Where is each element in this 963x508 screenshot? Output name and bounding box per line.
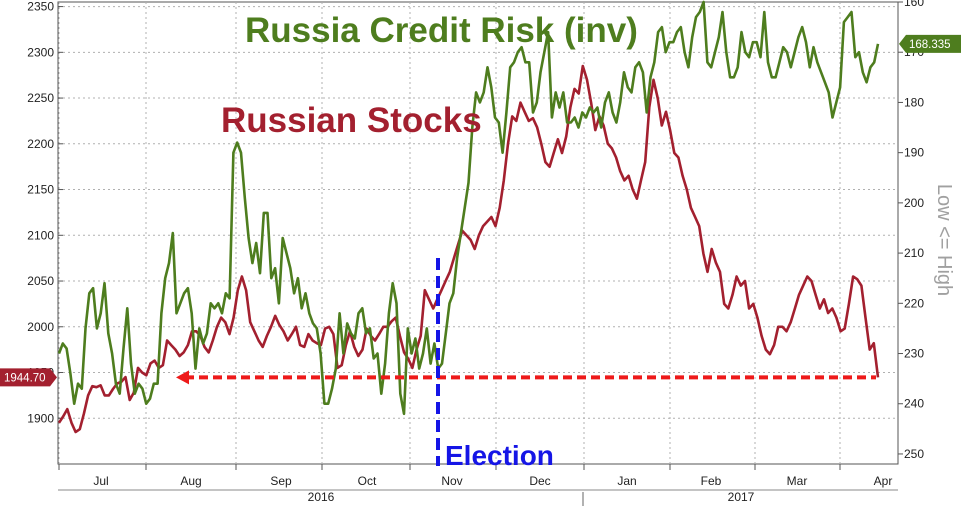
left-tick-label: 2350 bbox=[27, 0, 54, 14]
plot-area bbox=[57, 1, 899, 465]
x-year-label: 2017 bbox=[728, 490, 755, 504]
x-month-label: Feb bbox=[701, 474, 722, 488]
left-tick-label: 2200 bbox=[27, 137, 54, 151]
left-tick-label: 2250 bbox=[27, 91, 54, 105]
right-tick-label: 180 bbox=[904, 95, 924, 109]
left-tick-label: 2000 bbox=[27, 320, 54, 334]
stocks-series-title: Russian Stocks bbox=[221, 101, 482, 140]
stocks-last-value-label: 1944.70 bbox=[4, 372, 46, 384]
right-axis: 160170180190200210220230240250 bbox=[898, 0, 924, 461]
support-arrow-head bbox=[176, 370, 189, 385]
election-label: Election bbox=[445, 440, 554, 471]
annotations: Election 1944.70 168.335 bbox=[0, 34, 961, 471]
x-axis: Jul Aug Sep Oct Nov Dec Jan Feb Mar Apr 2016 2017 bbox=[58, 464, 898, 506]
credit-last-value-label: 168.335 bbox=[909, 39, 951, 51]
series-layer bbox=[57, 0, 880, 434]
grid bbox=[58, 2, 898, 464]
credit-series-title: Russia Credit Risk (inv) bbox=[245, 11, 638, 50]
left-tick-label: 2300 bbox=[27, 45, 54, 59]
left-tick-label: 2150 bbox=[27, 183, 54, 197]
left-tick-label: 1900 bbox=[27, 411, 54, 425]
x-month-label: Sep bbox=[270, 474, 292, 488]
right-tick-label: 190 bbox=[904, 146, 924, 160]
stocks-last-value-tag bbox=[0, 368, 57, 387]
x-month-label: Nov bbox=[441, 474, 462, 488]
right-axis-label: Low <= High bbox=[933, 184, 955, 296]
left-tick-label: 2050 bbox=[27, 274, 54, 288]
stocks-series-line bbox=[57, 64, 880, 434]
x-month-label: Jan bbox=[617, 474, 636, 488]
right-tick-label: 240 bbox=[904, 397, 924, 411]
right-tick-label: 160 bbox=[904, 0, 924, 9]
right-tick-label: 250 bbox=[904, 447, 924, 461]
x-month-label: Apr bbox=[874, 474, 893, 488]
x-month-label: Oct bbox=[358, 474, 377, 488]
right-tick-label: 230 bbox=[904, 347, 924, 361]
x-month-label: Aug bbox=[180, 474, 201, 488]
left-tick-label: 2100 bbox=[27, 228, 54, 242]
x-month-label: Jul bbox=[93, 474, 108, 488]
right-tick-label: 200 bbox=[904, 196, 924, 210]
right-tick-label: 210 bbox=[904, 246, 924, 260]
credit-series-line bbox=[57, 0, 880, 416]
x-month-label: Dec bbox=[529, 474, 550, 488]
x-month-label: Mar bbox=[787, 474, 808, 488]
credit-last-value-tag bbox=[899, 34, 961, 53]
x-year-label: 2016 bbox=[308, 490, 335, 504]
right-tick-label: 220 bbox=[904, 296, 924, 310]
